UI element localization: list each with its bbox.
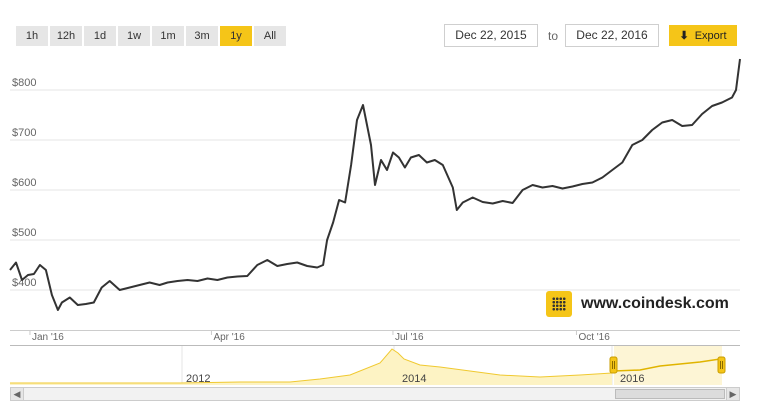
range-button-1d[interactable]: 1d: [84, 26, 116, 46]
date-from-input[interactable]: Dec 22, 2015: [444, 24, 538, 47]
navigator-handle-right[interactable]: [717, 356, 726, 374]
range-button-1y[interactable]: 1y: [220, 26, 252, 46]
price-series-line: [9, 58, 741, 311]
range-button-all[interactable]: All: [254, 26, 286, 46]
coindesk-logo-icon: [546, 291, 572, 317]
x-tick-label: Jul '16: [395, 332, 424, 343]
range-selector: 1h 12h 1d 1w 1m 3m 1y All: [16, 26, 286, 46]
date-to-input[interactable]: Dec 22, 2016: [565, 24, 659, 47]
range-button-12h[interactable]: 12h: [50, 26, 82, 46]
watermark: www.coindesk.com: [546, 291, 729, 317]
y-tick-label: $500: [12, 227, 36, 239]
range-button-1w[interactable]: 1w: [118, 26, 150, 46]
scrollbar-thumb[interactable]: [615, 389, 725, 399]
y-tick-label: $700: [12, 127, 36, 139]
navigator-handle-left[interactable]: [609, 356, 618, 374]
range-button-1h[interactable]: 1h: [16, 26, 48, 46]
export-button[interactable]: ⬇ Export: [669, 25, 737, 46]
x-tick-label: Oct '16: [578, 332, 610, 343]
price-chart[interactable]: $400 $500 $600 $700 $800 Jan '16 Apr '16 Jul '1…: [0, 55, 764, 345]
navigator-chart[interactable]: 2012 2014 2016: [0, 345, 764, 387]
download-arrow-icon: ⬇: [679, 30, 689, 42]
y-tick-label: $800: [12, 77, 36, 89]
y-tick-label: $400: [12, 277, 36, 289]
x-tick-label: Apr '16: [213, 332, 245, 343]
range-button-3m[interactable]: 3m: [186, 26, 218, 46]
navigator-year-label: 2016: [620, 373, 644, 385]
x-tick-label: Jan '16: [32, 332, 64, 343]
export-button-label: Export: [694, 29, 727, 42]
range-button-1m[interactable]: 1m: [152, 26, 184, 46]
scroll-right-arrow-icon[interactable]: ▶: [726, 388, 739, 400]
navigator-year-label: 2014: [402, 373, 426, 385]
watermark-text: www.coindesk.com: [581, 295, 729, 312]
navigator-year-label: 2012: [186, 373, 210, 385]
horizontal-scrollbar[interactable]: ◀ ▶: [10, 387, 740, 401]
y-tick-label: $600: [12, 177, 36, 189]
date-range-to-label: to: [548, 29, 559, 43]
scroll-left-arrow-icon[interactable]: ◀: [11, 388, 24, 400]
